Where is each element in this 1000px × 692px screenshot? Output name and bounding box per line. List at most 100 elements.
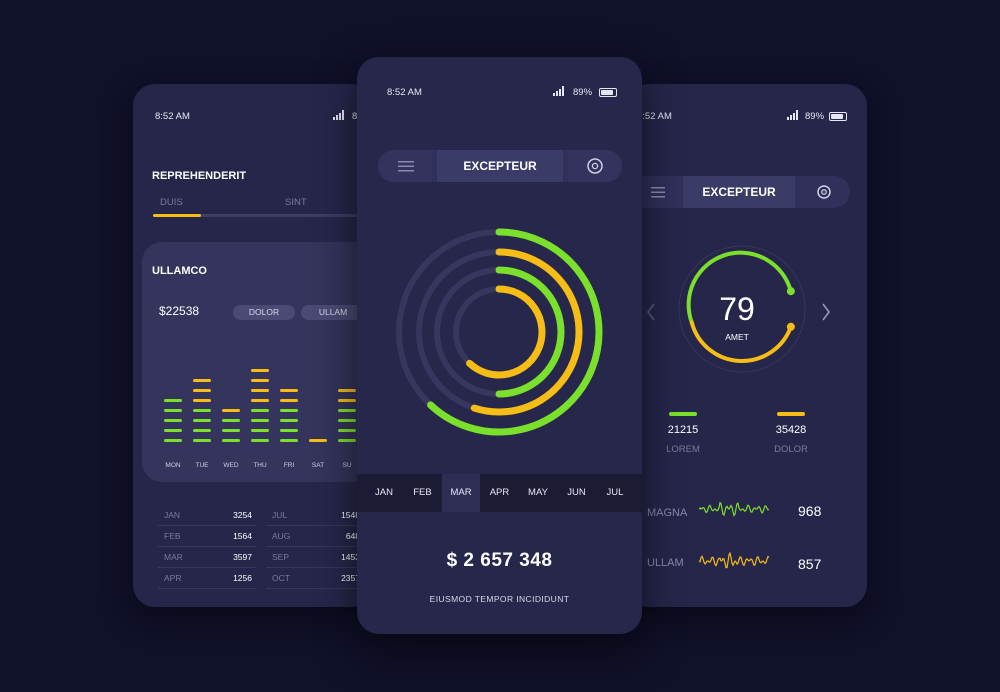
stat-lorem-bar [669, 412, 697, 416]
total-caption: EIUSMOD TEMPOR INCIDIDUNT [429, 594, 570, 604]
metric-magna-label: MAGNA [647, 507, 688, 519]
bar-segment-thu [251, 409, 269, 412]
bar-segment-fri [280, 409, 298, 412]
battery-percent: 89% [805, 111, 825, 122]
status-time: 8:52 AM [155, 111, 190, 122]
stat-dolor-value: 35428 [775, 424, 807, 436]
month-tab-feb[interactable]: FEB [413, 487, 432, 498]
month-tab-jul[interactable]: JUL [606, 487, 624, 498]
settings-button[interactable] [809, 176, 839, 208]
month-tab-jan[interactable]: JAN [375, 487, 393, 498]
bar-segment-thu [251, 369, 269, 372]
bar-segment-wed [222, 419, 240, 422]
bar-segment-tue [193, 399, 211, 402]
stat-lorem-label: LOREM [666, 444, 700, 455]
bar-segment-mon [164, 429, 182, 432]
table-value: 2357 [341, 573, 360, 583]
settings-button[interactable] [568, 150, 622, 182]
bar-segment-mon [164, 419, 182, 422]
bar-segment-thu [251, 419, 269, 422]
bar-segment-tue [193, 379, 211, 382]
bar-segment-mon [164, 439, 182, 442]
ring-arc-0 [427, 228, 603, 436]
filter-pill-ullam[interactable]: ULLAM [301, 305, 365, 320]
battery-icon [829, 112, 847, 121]
bar-segment-fri [280, 429, 298, 432]
table-row: SEP 1453 [266, 546, 364, 568]
metric-ullam-sparkline [699, 551, 770, 569]
bar-segment-fri [280, 399, 298, 402]
bar-segment-thu [251, 429, 269, 432]
bar-segment-su [338, 399, 356, 402]
bar-segment-tue [193, 419, 211, 422]
month-tab-mar[interactable]: MAR [442, 474, 480, 512]
ring-arc-1 [470, 248, 583, 416]
ring-arc-3 [466, 285, 546, 379]
bar-segment-thu [251, 399, 269, 402]
table-month: APR [164, 573, 182, 583]
menu-icon [651, 187, 665, 198]
metric-ullam-value: 857 [798, 556, 822, 572]
table-value: 648 [345, 531, 360, 541]
bar-segment-su [338, 409, 356, 412]
tab-track [153, 214, 373, 217]
bar-segment-wed [222, 439, 240, 442]
status-time: 8:52 AM [387, 87, 422, 98]
top-nav: EXCEPTEUR [629, 176, 850, 208]
gauge-yellow-arc [689, 320, 793, 363]
ring-arc-2 [495, 266, 565, 398]
stat-dolor-bar [777, 412, 805, 416]
monthly-table-right: JUL 1548 AUG 648 SEP 1453 OCT 2357 [266, 504, 364, 594]
day-label: THU [253, 462, 267, 469]
signal-icon [333, 110, 345, 123]
activity-rings [396, 228, 603, 436]
battery-percent: 89% [573, 87, 593, 98]
menu-button[interactable] [378, 150, 432, 182]
gear-icon [587, 158, 603, 174]
gauge-label: AMET [725, 332, 749, 342]
tab-sint[interactable]: SINT [285, 197, 307, 208]
gauge-prev-icon [647, 303, 655, 321]
day-label: SAT [311, 462, 325, 469]
bar-segment-thu [251, 389, 269, 392]
table-value: 1256 [233, 573, 252, 583]
day-label: TUE [195, 462, 209, 469]
weekly-bar-chart: MON TUE WED THU FRI SAT SU [133, 84, 373, 484]
table-month: JAN [164, 510, 181, 520]
table-month: OCT [272, 573, 290, 583]
table-month: MAR [164, 552, 183, 562]
signal-icon [553, 86, 565, 99]
top-nav: EXCEPTEUR [378, 150, 622, 182]
table-row: JUL 1548 [266, 504, 364, 526]
table-row: AUG 648 [266, 525, 364, 547]
bar-segment-tue [193, 439, 211, 442]
table-value: 3597 [233, 552, 252, 562]
table-row: FEB 1564 [158, 525, 256, 547]
month-tab-may[interactable]: MAY [528, 487, 548, 498]
tab-duis[interactable]: DUIS [160, 197, 183, 208]
table-value: 1453 [341, 552, 360, 562]
month-tab-apr[interactable]: APR [489, 487, 510, 498]
stat-dolor-label: DOLOR [774, 444, 808, 455]
table-month: AUG [272, 531, 291, 541]
bar-segment-fri [280, 389, 298, 392]
right-phone-screen: 8:52 AM 89% EXCEPTEUR 79 AMET 21215 3542… [627, 84, 867, 607]
bar-segment-wed [222, 429, 240, 432]
menu-button[interactable] [639, 176, 679, 208]
gauge-green-arc [686, 250, 793, 325]
month-tab-jun[interactable]: JUN [567, 487, 586, 498]
filter-pill-dolor[interactable]: DOLOR [233, 305, 295, 320]
table-month: FEB [164, 531, 181, 541]
bar-segment-su [338, 429, 356, 432]
status-time: 8:52 AM [637, 111, 672, 122]
metric-magna-value: 968 [798, 503, 822, 519]
gauge-value: 79 [719, 291, 755, 327]
bar-segment-fri [280, 419, 298, 422]
metric-magna-sparkline [699, 501, 770, 517]
table-value: 3254 [233, 510, 252, 520]
table-row: JAN 3254 [158, 504, 256, 526]
gauge-next-icon [822, 303, 830, 321]
day-label: WED [223, 462, 239, 469]
bar-segment-mon [164, 409, 182, 412]
bar-segment-tue [193, 389, 211, 392]
